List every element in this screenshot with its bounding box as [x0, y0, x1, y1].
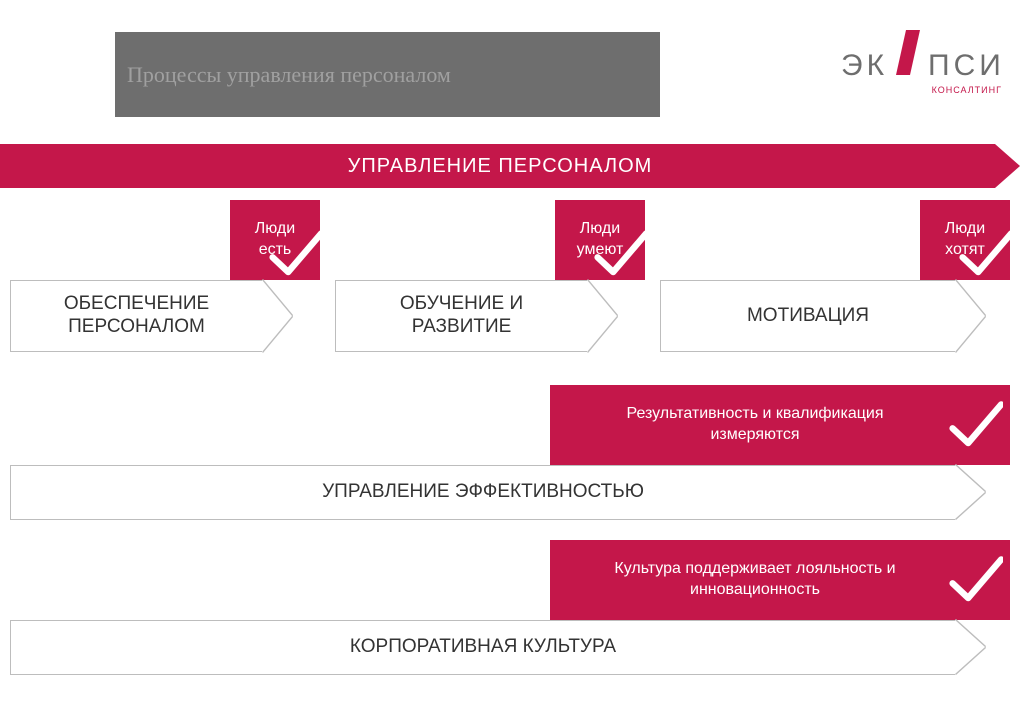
- logo: ЭК ПСИ КОНСАЛТИНГ: [841, 30, 1006, 90]
- arrow-icon: [955, 620, 985, 674]
- page-title: Процессы управления персоналом: [127, 62, 451, 88]
- caption-culture: Культура поддерживает лояльность и иннов…: [550, 540, 1010, 620]
- caption-training: Люди умеют: [555, 200, 645, 280]
- arrow-icon: [262, 280, 292, 352]
- process-staffing: ОБЕСПЕЧЕНИЕ ПЕРСОНАЛОМ: [10, 280, 262, 352]
- process-motivation: МОТИВАЦИЯ: [660, 280, 955, 352]
- process-effectiveness: УПРАВЛЕНИЕ ЭФФЕКТИВНОСТЬЮ: [10, 465, 955, 520]
- logo-right: ПСИ: [928, 49, 1005, 83]
- caption-staffing: Люди есть: [230, 200, 320, 280]
- arrow-icon: [587, 280, 617, 352]
- logo-sub: КОНСАЛТИНГ: [841, 85, 1006, 95]
- arrow-icon: [955, 280, 985, 352]
- main-banner: УПРАВЛЕНИЕ ПЕРСОНАЛОМ: [0, 144, 1020, 188]
- logo-left: ЭК: [841, 49, 888, 83]
- process-culture: КОРПОРАТИВНАЯ КУЛЬТУРА: [10, 620, 955, 675]
- header: Процессы управления персоналом ЭК ПСИ КО…: [0, 0, 1024, 130]
- caption-effectiveness: Результативность и квалификация измеряют…: [550, 385, 1010, 465]
- logo-slash-icon: [888, 30, 928, 75]
- page-title-box: Процессы управления персоналом: [115, 32, 660, 117]
- arrow-icon: [955, 465, 985, 519]
- process-training: ОБУЧЕНИЕ И РАЗВИТИЕ: [335, 280, 587, 352]
- caption-motivation: Люди хотят: [920, 200, 1010, 280]
- main-banner-label: УПРАВЛЕНИЕ ПЕРСОНАЛОМ: [0, 144, 1000, 188]
